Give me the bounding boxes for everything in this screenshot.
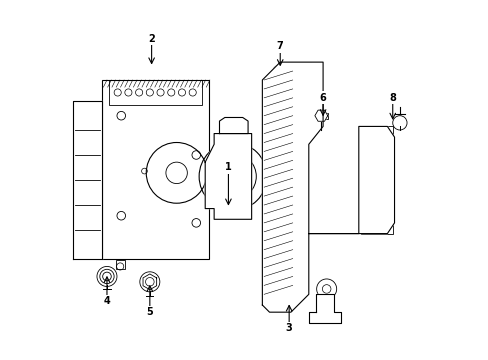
Bar [314, 113, 327, 118]
Text: 1: 1 [224, 162, 231, 172]
Polygon shape [262, 62, 394, 312]
Text: 5: 5 [146, 307, 153, 317]
Text: 7: 7 [276, 41, 283, 51]
Text: 8: 8 [388, 93, 395, 103]
Polygon shape [308, 294, 340, 323]
Polygon shape [73, 102, 102, 258]
Bar [116, 260, 124, 269]
Polygon shape [219, 117, 247, 134]
Bar [102, 80, 208, 258]
Text: 2: 2 [148, 34, 155, 44]
Bar [75, 152, 98, 187]
Text: 3: 3 [285, 323, 292, 333]
Polygon shape [205, 134, 251, 219]
Text: 6: 6 [319, 93, 326, 103]
Bar [108, 80, 201, 105]
Bar [75, 109, 98, 144]
Text: 4: 4 [103, 296, 110, 306]
Bar [75, 194, 98, 230]
Bar [360, 126, 392, 234]
Polygon shape [314, 110, 327, 121]
Bar [285, 62, 310, 80]
